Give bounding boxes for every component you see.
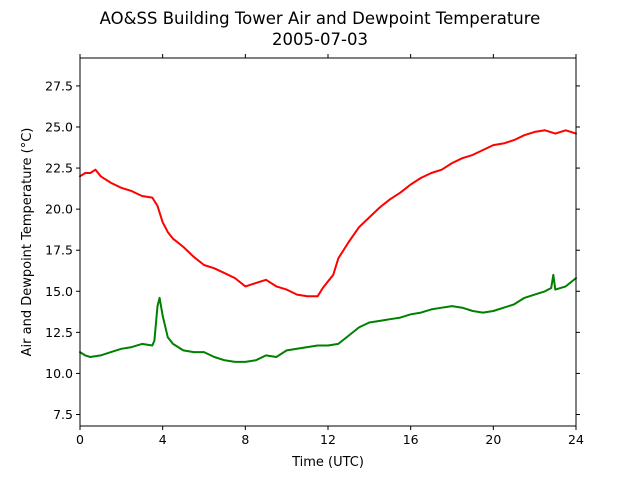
- x-tick-label: 0: [76, 432, 84, 447]
- x-tick-label: 8: [241, 432, 249, 447]
- x-tick-label: 20: [485, 432, 501, 447]
- x-tick-label: 16: [403, 432, 419, 447]
- series-layer: [79, 129, 577, 363]
- y-tick-label: 27.5: [45, 78, 73, 93]
- y-tick-label: 7.5: [53, 407, 73, 422]
- y-tick-label: 12.5: [45, 325, 73, 340]
- x-tick-label: 24: [568, 432, 584, 447]
- chart-title: AO&SS Building Tower Air and Dewpoint Te…: [100, 9, 541, 28]
- y-axis: 7.5 10.0 12.5 15.0 17.5 20.0 22.5 25.0 27.5: [45, 78, 580, 422]
- x-tick-label: 4: [159, 432, 167, 447]
- x-tick-label: 12: [320, 432, 336, 447]
- chart-subtitle: 2005-07-03: [272, 30, 368, 49]
- dewpoint-temperature-line: [79, 273, 577, 363]
- y-tick-label: 10.0: [45, 366, 73, 381]
- x-axis: 0 4 8 12 16 20 24: [76, 54, 584, 447]
- y-tick-label: 17.5: [45, 243, 73, 258]
- y-tick-label: 25.0: [45, 120, 73, 135]
- y-tick-label: 15.0: [45, 284, 73, 299]
- x-axis-label: Time (UTC): [291, 455, 364, 470]
- y-axis-label: Air and Dewpoint Temperature (°C): [20, 128, 35, 357]
- air-temperature-line: [79, 129, 577, 298]
- y-tick-label: 22.5: [45, 161, 73, 176]
- y-tick-label: 20.0: [45, 202, 73, 217]
